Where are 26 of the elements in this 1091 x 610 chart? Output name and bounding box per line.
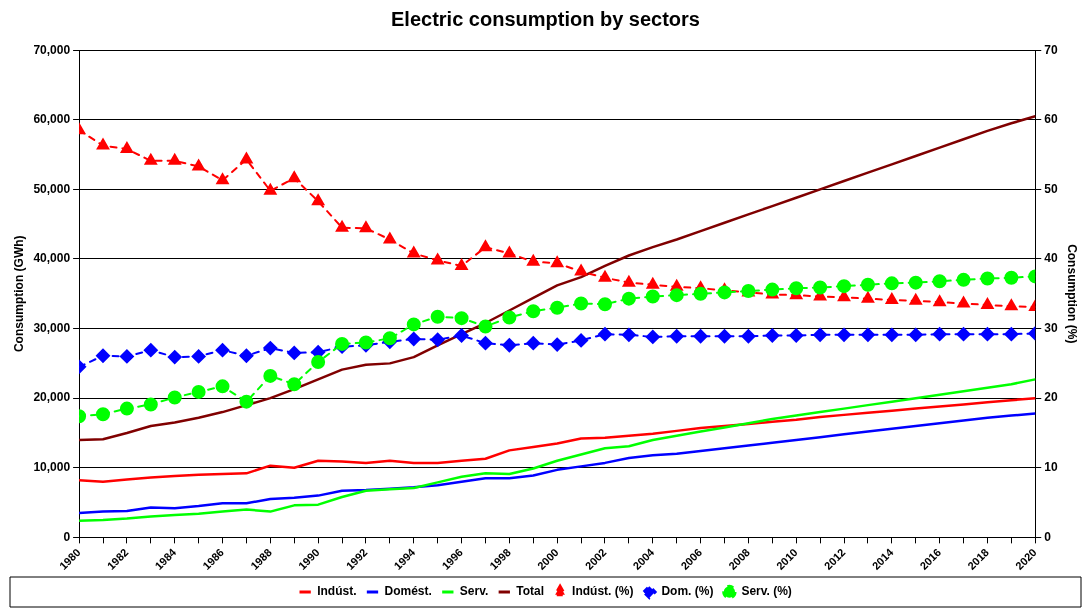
legend-label: Serv. (%) — [741, 584, 792, 599]
y-axis-title: Consumption (GWh) — [11, 235, 26, 353]
y2-tick-label: 30 — [1044, 320, 1058, 335]
y-tick-label: 70,000 — [33, 42, 71, 57]
y2-axis-title: Consumption (%) — [1065, 244, 1080, 344]
legend-label: Total — [516, 584, 545, 599]
legend-label: Dom. (%) — [661, 584, 714, 599]
y2-tick-label: 40 — [1044, 251, 1058, 266]
y2-tick-label: 70 — [1044, 42, 1058, 57]
legend-label: Serv. — [459, 584, 489, 599]
y2-tick-label: 20 — [1044, 390, 1058, 405]
y2-tick-label: 10 — [1044, 460, 1058, 475]
chart-title: Electric consumption by sectors — [390, 8, 701, 31]
y2-tick-label: 0 — [1044, 529, 1052, 544]
y2-tick-label: 50 — [1044, 181, 1058, 196]
y-tick-label: 50,000 — [33, 181, 71, 196]
y2-tick-label: 60 — [1044, 112, 1058, 127]
y-tick-label: 30,000 — [33, 320, 71, 335]
y-tick-label: 60,000 — [33, 112, 71, 127]
y-tick-label: 0 — [63, 529, 71, 544]
y-tick-label: 20,000 — [33, 390, 71, 405]
legend-label: Indúst. — [317, 584, 357, 599]
y-tick-label: 10,000 — [33, 460, 71, 475]
legend-label: Domést. — [384, 584, 432, 599]
y-tick-label: 40,000 — [33, 251, 71, 266]
legend-label: Indúst. (%) — [572, 584, 634, 599]
